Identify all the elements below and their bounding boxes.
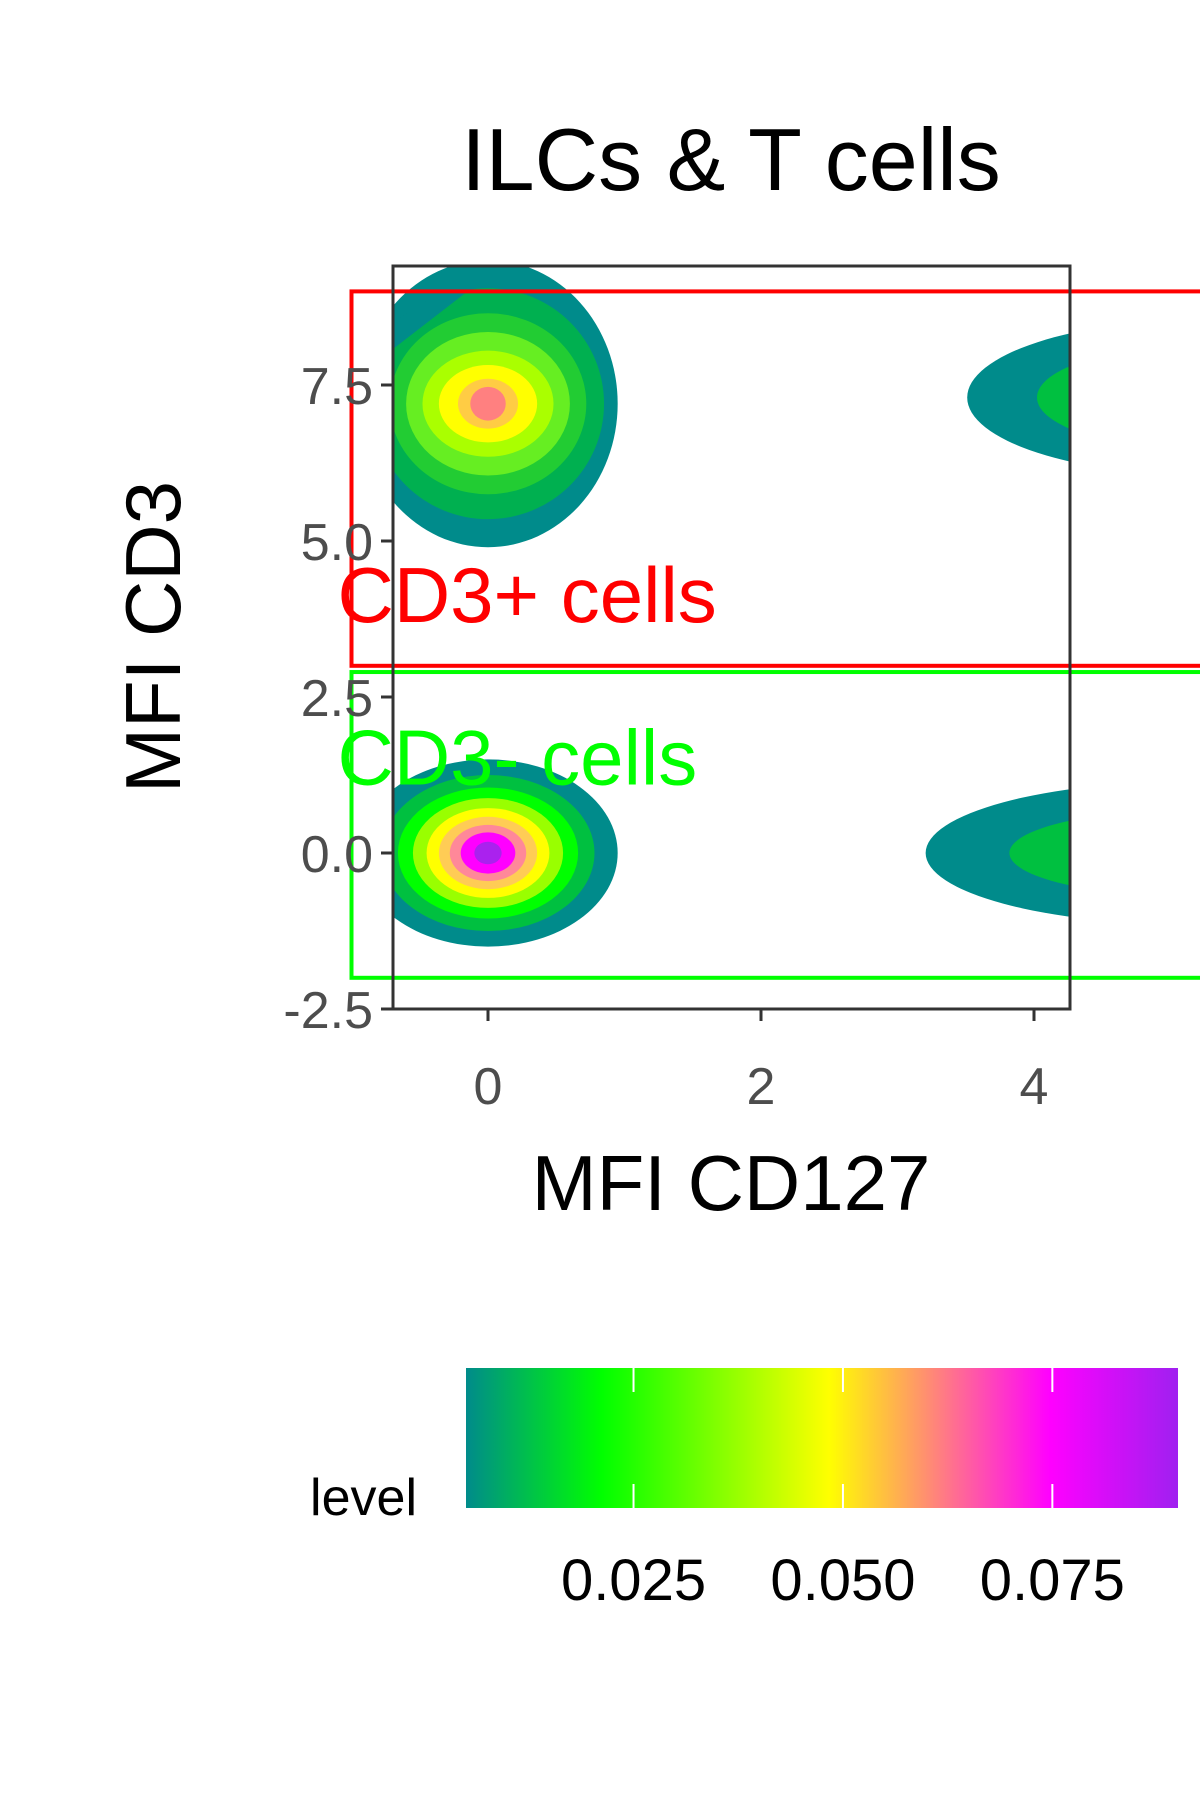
density-cluster [926,781,1200,925]
y-axis: -2.5 0.0 2.5 5.0 7.5 [283,358,393,1040]
y-tick-label: 0.0 [301,826,373,884]
contour-band [967,319,1200,475]
contour-band [1107,366,1200,428]
y-tick-label: 5.0 [301,514,373,572]
legend-tick-label: 0.025 [561,1548,706,1613]
density-cluster [358,260,617,547]
legend-tick-label: 0.050 [770,1548,915,1613]
y-tick-label: 7.5 [301,358,373,416]
chart-title: ILCs & T cells [461,110,1001,209]
density-cluster [967,319,1200,475]
legend-colorbar [466,1368,1178,1508]
legend-title: level [310,1469,417,1527]
y-axis-title: MFI CD3 [109,481,197,793]
x-tick-label: 2 [747,1058,776,1116]
x-axis: 02468 [474,1009,1200,1116]
legend-tick-label: 0.075 [980,1548,1125,1613]
legend: level 0.025 0.050 0.075 [310,1368,1178,1613]
contour-band [1093,828,1200,878]
x-tick-label: 4 [1020,1058,1049,1116]
contour-band [474,842,501,864]
y-tick-label: 2.5 [301,670,373,728]
y-tick-label: -2.5 [283,982,373,1040]
gate-label: CD3- cells [338,713,698,801]
x-tick-label: 0 [474,1058,503,1116]
x-axis-title: MFI CD127 [532,1139,931,1227]
contour-band [470,387,505,421]
